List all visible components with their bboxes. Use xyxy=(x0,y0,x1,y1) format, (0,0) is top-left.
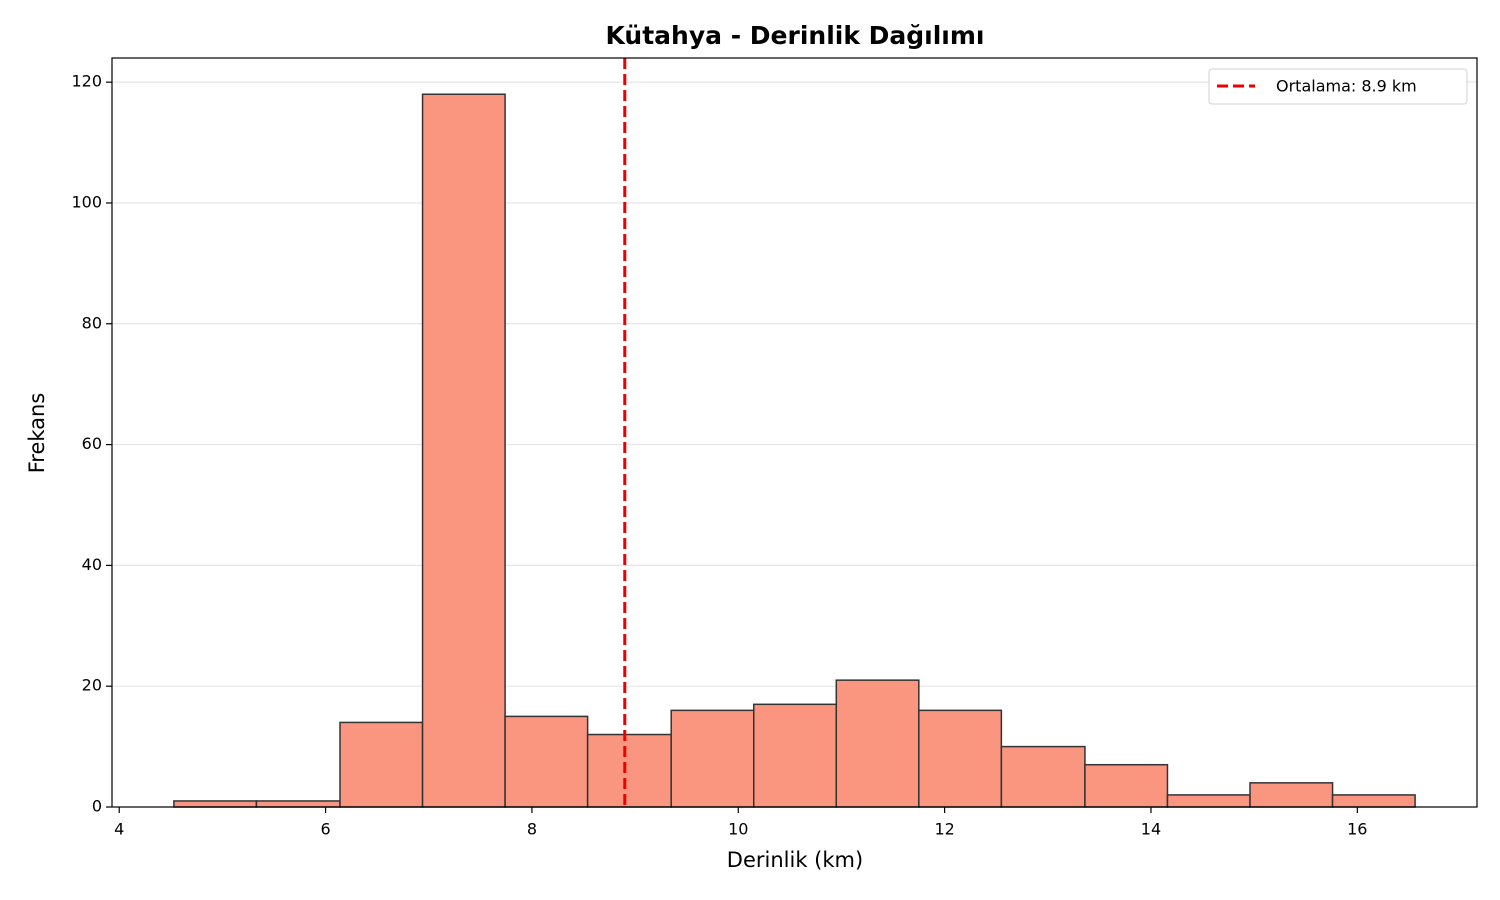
bar xyxy=(173,800,258,808)
y-tick-label: 0 xyxy=(92,797,102,816)
x-axis-label: Derinlik (km) xyxy=(727,848,863,872)
bar xyxy=(752,703,838,808)
bar xyxy=(835,679,920,808)
bar xyxy=(586,733,672,808)
y-tick-label: 100 xyxy=(71,192,102,211)
x-tick-label: 16 xyxy=(1347,820,1367,839)
legend-box xyxy=(1208,68,1468,105)
y-tick-label: 80 xyxy=(82,313,102,332)
y-tick-label: 40 xyxy=(82,555,102,574)
bar xyxy=(1249,782,1334,808)
bar xyxy=(339,721,424,808)
plot-frame xyxy=(111,57,1478,808)
x-tick-label: 4 xyxy=(114,820,124,839)
chart-title: Kütahya - Derinlik Dağılımı xyxy=(605,21,984,50)
x-tick-label: 14 xyxy=(1141,820,1161,839)
x-tick-label: 8 xyxy=(527,820,537,839)
y-tick-label: 20 xyxy=(82,676,102,695)
bar xyxy=(1166,794,1251,808)
y-axis-label: Frekans xyxy=(25,393,49,474)
bar xyxy=(255,800,341,808)
bar xyxy=(504,715,589,808)
x-tick-label: 12 xyxy=(934,820,954,839)
bar xyxy=(1084,763,1169,808)
y-tick-label: 120 xyxy=(71,72,102,91)
bar xyxy=(421,93,506,808)
legend-label: Ortalama: 8.9 km xyxy=(1276,77,1417,96)
x-tick-label: 6 xyxy=(320,820,330,839)
bar xyxy=(1331,794,1416,808)
bar xyxy=(918,709,1003,808)
x-tick-label: 10 xyxy=(728,820,748,839)
bar xyxy=(1000,745,1086,808)
bar xyxy=(670,709,755,808)
y-tick-label: 60 xyxy=(82,434,102,453)
